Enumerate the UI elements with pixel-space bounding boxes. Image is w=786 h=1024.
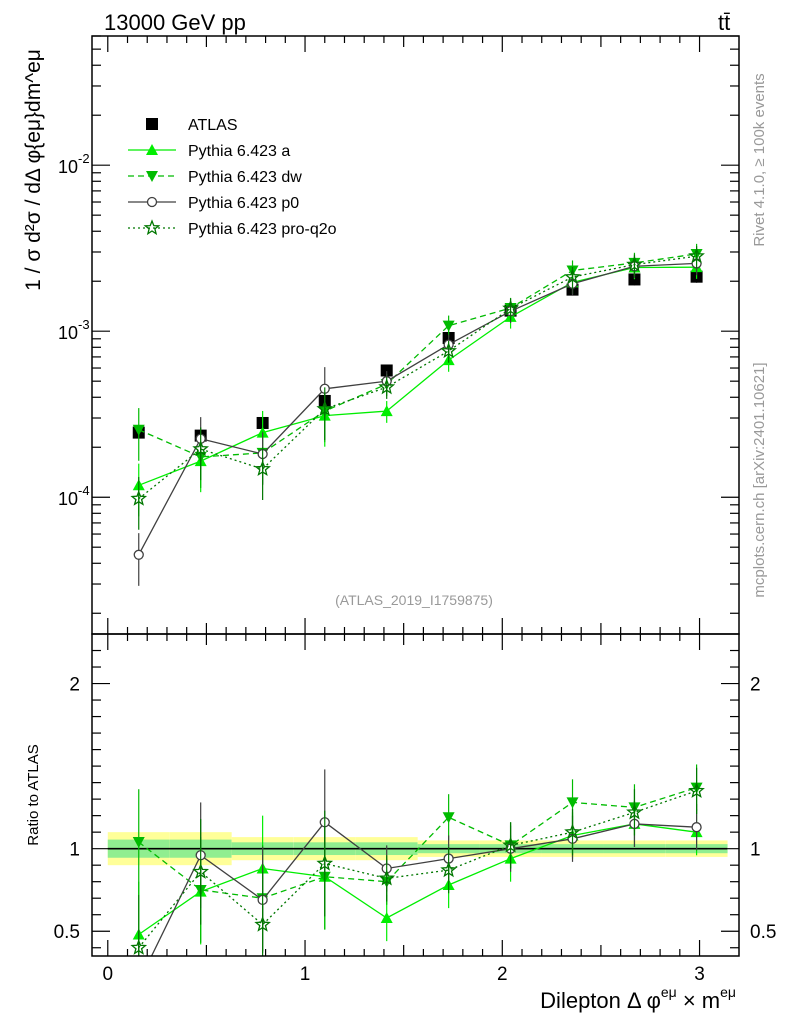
ratio-line <box>138 823 697 936</box>
main-axis-ticks: 10-4 10-3 10-2 <box>58 35 739 634</box>
ratio-series-pythia-6-423-a <box>132 800 703 956</box>
data-point <box>380 364 393 377</box>
main-y-tick-label: 10-4 <box>58 483 90 509</box>
main-series-atlas <box>132 270 703 442</box>
series-line <box>138 262 697 556</box>
legend-entry: Pythia 6.423 p0 <box>188 195 299 212</box>
ratio-axis-ticks: 0.5 0.5 1 1 2 2 0 1 2 3 <box>54 634 776 985</box>
ratio-series-layer <box>130 764 705 987</box>
x-tick-label: 2 <box>497 964 508 985</box>
data-point <box>380 405 393 417</box>
ratio-point <box>378 869 396 886</box>
data-point <box>132 424 145 436</box>
data-point <box>628 273 641 286</box>
legend-entry: ATLAS <box>188 117 238 134</box>
x-axis-title: Dilepton Δ φeμ × meμ <box>540 984 736 1013</box>
legend: ATLAS Pythia 6.423 a Pythia 6.423 dw Pythia… <box>128 117 337 238</box>
ratio-point <box>502 836 519 853</box>
ratio-point <box>564 823 581 840</box>
legend-entry: Pythia 6.423 pro-q2o <box>188 221 337 238</box>
legend-marker <box>143 219 161 236</box>
ratio-point <box>192 863 210 879</box>
ratio-y-tick-label: 1 <box>69 840 80 861</box>
ratio-point <box>442 812 455 824</box>
analysis-id: (ATLAS_2019_I1759875) <box>335 592 493 608</box>
data-point <box>502 299 519 316</box>
ratio-point <box>132 837 145 849</box>
x-tick-label: 3 <box>694 964 705 985</box>
ratio-point <box>380 912 393 924</box>
data-point <box>316 400 334 417</box>
ratio-y-tick-label: 0.5 <box>54 922 80 943</box>
main-y-tick-label: 10-2 <box>58 151 90 177</box>
ratio-series-pythia-6-423-p0 <box>134 769 702 987</box>
ratio-point <box>691 822 702 833</box>
main-y-tick-label: 10-3 <box>58 317 90 343</box>
process-label: tt̄ <box>718 10 730 35</box>
legend-marker <box>146 144 158 155</box>
ratio-y-tick-label: 2 <box>69 675 80 696</box>
main-ylabel: 1 / σ d²σ / dΔ φ{eμ}dm^eμ <box>22 49 45 291</box>
series-line <box>138 266 697 486</box>
main-series-pythia-6-423-pro-q2o <box>130 246 705 530</box>
data-point <box>626 255 643 272</box>
ratio-point <box>254 915 271 932</box>
main-series-pythia-6-423-dw <box>132 243 703 488</box>
legend-entry: Pythia 6.423 a <box>188 143 290 160</box>
data-point <box>378 378 396 395</box>
data-point <box>254 460 271 477</box>
main-series-pythia-6-423-a <box>132 257 703 517</box>
rivet-label: Rivet 4.1.0, ≥ 100k events <box>751 73 768 246</box>
legend-marker <box>146 118 158 130</box>
ratio-line <box>138 790 697 949</box>
ratio-y-tick-label-right: 2 <box>750 675 761 696</box>
ratio-series-pythia-6-423-pro-q2o <box>130 767 705 956</box>
data-point <box>192 440 209 457</box>
ratio-point <box>134 978 143 987</box>
data-point <box>440 342 458 359</box>
main-series-layer <box>130 243 705 586</box>
ratio-ylabel: Ratio to ATLAS <box>25 744 42 845</box>
legend-marker <box>146 171 158 182</box>
mcplots-label: mcplots.cern.ch [arXiv:2401.10621] <box>751 362 768 597</box>
ratio-y-tick-label-right: 1 <box>750 840 761 861</box>
ratio-y-tick-label-right: 0.5 <box>750 922 776 943</box>
ratio-point <box>440 861 457 878</box>
legend-marker <box>146 196 158 208</box>
ratio-point <box>626 803 643 820</box>
data-point <box>688 247 705 264</box>
data-point <box>442 320 455 332</box>
legend-entry: Pythia 6.423 dw <box>188 169 302 186</box>
x-tick-label: 0 <box>102 964 113 985</box>
x-tick-label: 1 <box>300 964 311 985</box>
ratio-point <box>130 938 148 955</box>
ratio-point <box>316 854 334 871</box>
ratio-point <box>566 797 579 809</box>
data-point <box>564 268 581 285</box>
ratio-line <box>150 821 697 956</box>
data-point <box>133 549 144 560</box>
ratio-frame <box>91 633 740 957</box>
energy-label: 13000 GeV pp <box>104 10 246 35</box>
main-series-pythia-6-423-p0 <box>133 253 702 586</box>
ratio-point <box>688 782 705 798</box>
ratio-line <box>138 786 697 899</box>
series-line <box>138 253 697 458</box>
data-point <box>130 489 148 506</box>
series-line <box>138 255 697 500</box>
